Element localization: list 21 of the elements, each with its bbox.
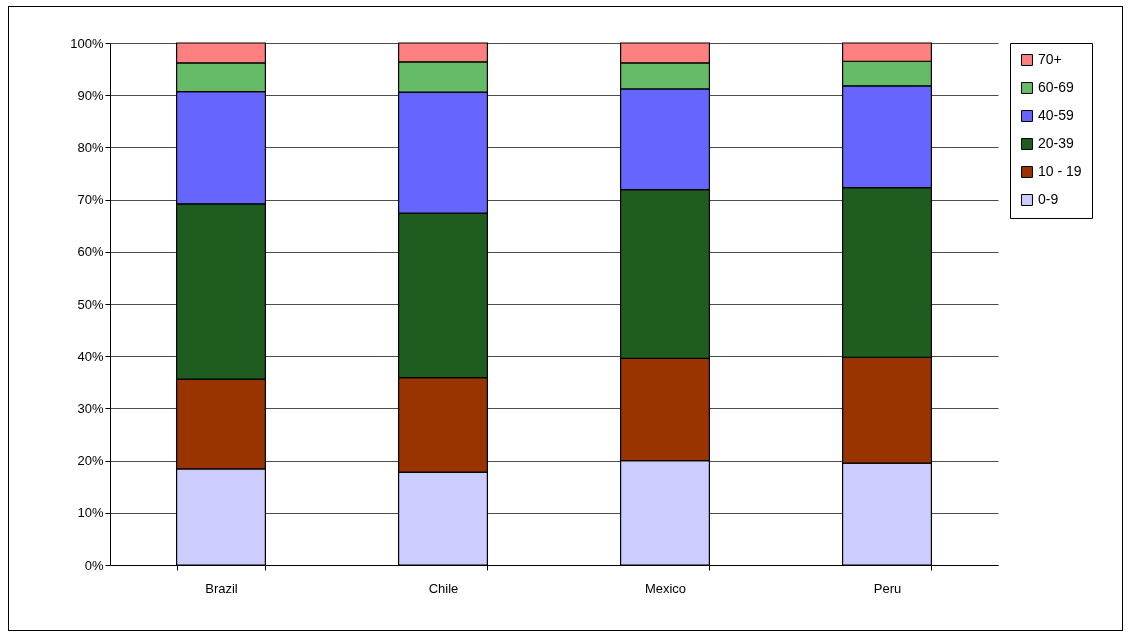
legend-label: 70+ [1038,51,1062,67]
x-tick-label: Chile [428,580,459,596]
legend-label: 10 - 19 [1038,163,1082,179]
y-tick-label: 10% [77,505,104,521]
y-tick-label: 0% [84,557,104,573]
legend-label: 0-9 [1038,191,1059,207]
y-tick-label: 100% [70,35,104,51]
x-tick-label: Peru [873,580,902,596]
x-tick-label: Brazil [205,580,238,596]
legend-label: 20-39 [1038,135,1075,151]
y-tick-label: 90% [77,87,104,103]
y-tick-label: 70% [77,192,104,208]
y-tick-label: 80% [77,139,104,155]
y-tick-label: 40% [77,348,104,364]
y-tick-label: 30% [77,400,104,416]
x-tick-label: Mexico [644,580,687,596]
legend-label: 40-59 [1038,107,1075,123]
y-tick-label: 50% [77,296,104,312]
y-tick-label: 60% [77,244,104,260]
legend-label: 60-69 [1038,79,1075,95]
y-tick-label: 20% [77,453,104,469]
